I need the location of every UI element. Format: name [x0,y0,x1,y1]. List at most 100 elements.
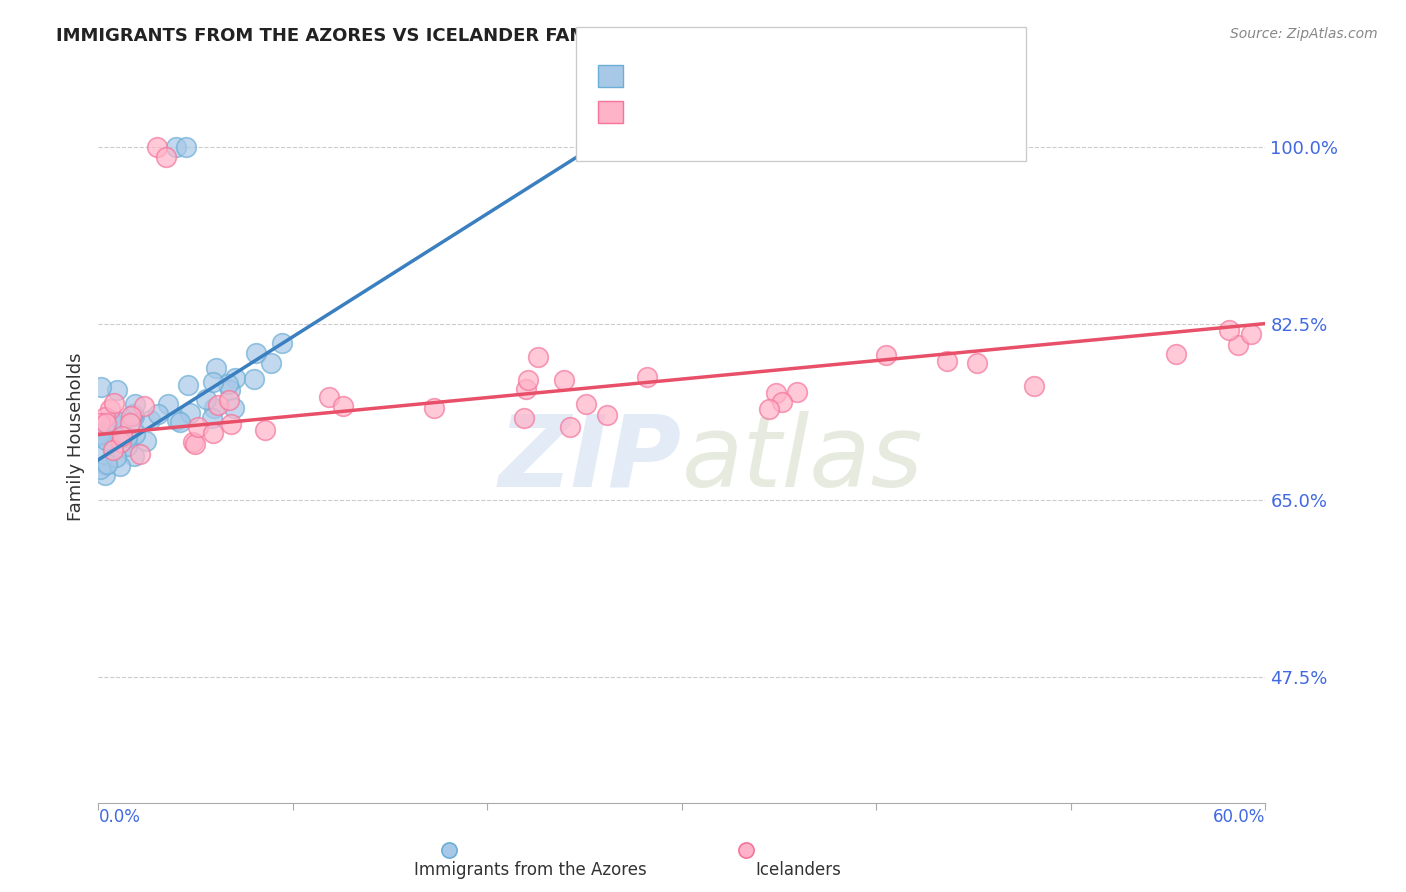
Point [105,383,128,397]
Point [222,401,245,415]
Text: ZIP: ZIP [499,410,682,508]
Point [97,422,120,436]
Point [148,407,170,421]
Point [93,447,115,461]
Point [103,395,125,409]
Point [89,416,111,430]
Point [935,354,957,368]
Point [187,420,209,434]
Point [124,427,146,442]
Point [875,348,897,362]
Point [96,457,118,471]
Point [111,416,134,430]
Text: Source: ZipAtlas.com: Source: ZipAtlas.com [1230,27,1378,41]
Point [202,401,225,415]
Point [758,402,780,417]
Point [242,371,264,385]
Point [100,401,122,416]
Point [89,427,111,442]
Point [318,390,340,404]
Point [765,385,787,400]
Point [174,140,197,154]
Point [120,409,142,424]
Point [183,436,205,450]
Point [202,426,225,441]
Point [146,140,169,154]
Point [217,376,239,391]
Point [101,414,124,428]
Point [96,422,118,436]
Point [94,416,117,430]
Point [271,335,294,350]
Point [1022,379,1045,393]
Text: R = 0.272: R = 0.272 [630,107,720,125]
Point [94,458,117,472]
Point [111,429,134,443]
Point [204,361,226,376]
Point [201,376,224,390]
Point [101,443,124,458]
Point [94,468,117,483]
Point [89,462,111,476]
Point [156,397,179,411]
Point [166,412,188,426]
Point [179,406,201,420]
Point [259,356,281,370]
Point [90,380,112,394]
Text: R = 0.327: R = 0.327 [630,71,720,89]
Point [195,392,218,406]
Point [124,397,146,411]
Point [118,416,141,430]
Point [224,371,246,385]
Point [122,449,145,463]
Point [332,399,354,413]
Point [553,373,575,387]
Point [423,401,446,415]
Point [101,439,124,453]
Point [574,397,596,411]
Point [129,447,152,461]
Point [526,351,548,365]
Point [101,416,124,430]
Text: 0.0%: 0.0% [98,808,141,826]
Text: N = 46: N = 46 [752,107,815,125]
Point [201,410,224,425]
Point [770,395,793,409]
Point [558,420,581,434]
Point [1166,347,1188,361]
Point [135,434,157,449]
Point [90,427,112,442]
Point [207,398,229,412]
Text: 60.0%: 60.0% [1213,808,1265,826]
Point [94,433,117,447]
Point [105,450,128,464]
Point [155,150,177,164]
Text: N = 49: N = 49 [752,71,815,89]
Point [176,378,198,392]
Point [219,417,242,431]
Point [115,430,138,444]
Point [513,411,536,425]
Point [1218,323,1240,337]
Text: Icelanders: Icelanders [755,862,842,880]
Point [636,370,658,384]
Text: atlas: atlas [682,410,924,508]
Point [517,373,540,387]
Y-axis label: Family Households: Family Households [66,353,84,521]
Point [966,355,988,369]
Point [245,346,267,360]
Point [138,412,160,426]
Point [1240,327,1263,342]
Point [110,458,132,473]
Point [165,140,187,154]
Point [110,434,132,449]
Point [596,408,619,422]
Point [254,423,277,437]
Point [117,439,139,453]
Point [183,435,205,450]
Text: IMMIGRANTS FROM THE AZORES VS ICELANDER FAMILY HOUSEHOLDS CORRELATION CHART: IMMIGRANTS FROM THE AZORES VS ICELANDER … [56,27,983,45]
Point [94,410,117,425]
Point [169,416,191,430]
Point [122,409,145,423]
Point [218,383,240,397]
